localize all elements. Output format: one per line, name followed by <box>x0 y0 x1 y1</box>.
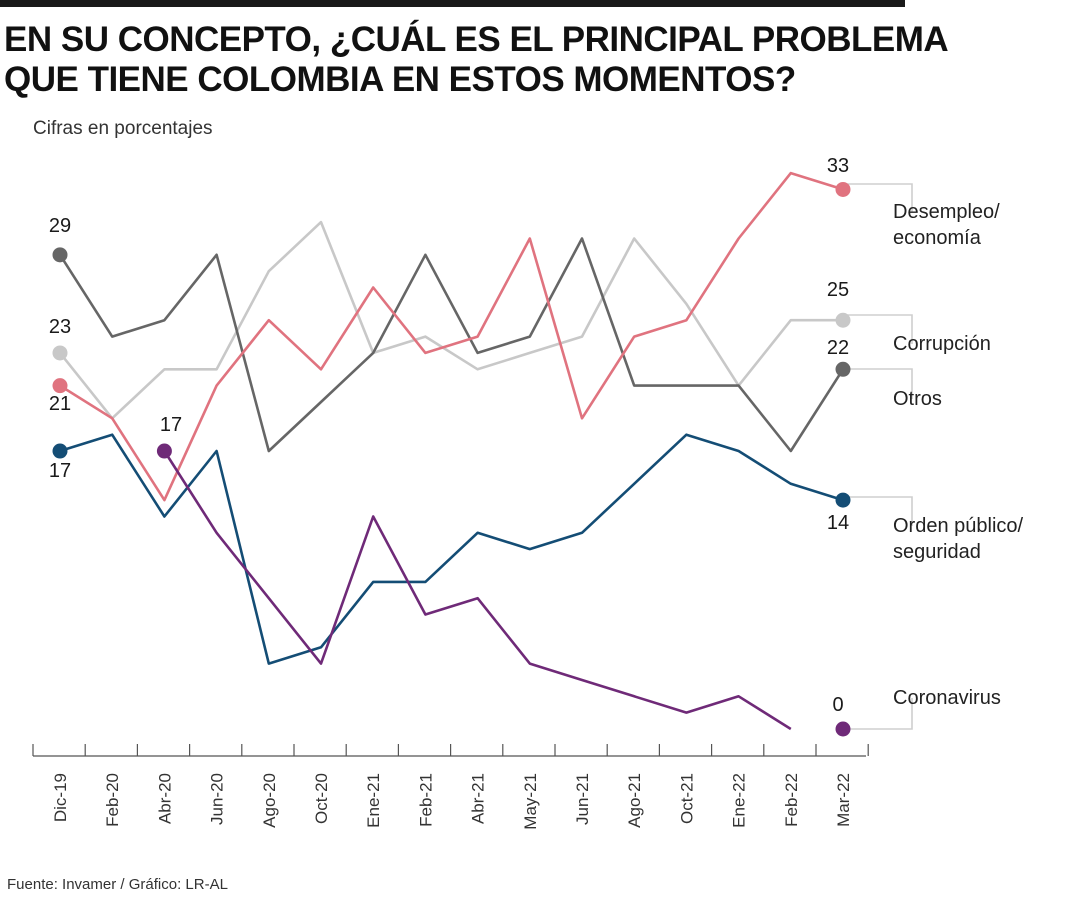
start-point-desempleo <box>52 378 68 394</box>
series-line-desempleo <box>59 171 844 502</box>
legend-connector-orden <box>843 496 913 526</box>
legend-label-orden: seguridad <box>893 541 981 563</box>
series-line-coronavirus <box>163 450 792 731</box>
series-line-otros <box>58 237 845 453</box>
start-value-label-desempleo: 21 <box>49 393 71 415</box>
end-point-otros <box>835 361 851 377</box>
x-tick-label: Abr-21 <box>469 773 488 824</box>
series-line-orden <box>59 433 844 665</box>
start-point-orden <box>52 443 68 459</box>
start-value-label-coronavirus: 17 <box>160 414 182 436</box>
end-value-label-desempleo: 33 <box>827 155 849 177</box>
start-point-corrupcion <box>52 345 68 361</box>
end-point-orden <box>835 492 851 508</box>
x-tick-label: Feb-20 <box>103 773 122 827</box>
series-end-points <box>52 181 851 737</box>
start-value-label-otros: 29 <box>49 215 71 237</box>
x-tick-label: Mar-22 <box>834 773 853 827</box>
series-lines <box>58 171 845 731</box>
legend-label-orden: Orden público/ <box>893 515 1024 537</box>
x-tick-label: May-21 <box>521 773 540 830</box>
legend-label-corrupcion: Corrupción <box>893 333 991 355</box>
legend-label-otros: Otros <box>893 388 942 410</box>
chart-title-line-1: EN SU CONCEPTO, ¿CUÁL ES EL PRINCIPAL PR… <box>4 20 949 59</box>
x-tick-label: Ago-20 <box>260 773 279 828</box>
legend-label-coronavirus: Coronavirus <box>893 687 1001 709</box>
end-point-desempleo <box>835 181 851 197</box>
x-tick-label: Jun-20 <box>208 773 227 825</box>
chart-subtitle: Cifras en porcentajes <box>33 118 213 139</box>
x-tick-label: Ene-21 <box>364 773 383 828</box>
series-legend: Desempleo/economía Corrupción Otros Orden p… <box>893 201 1024 709</box>
legend-connector-coronavirus <box>843 698 913 730</box>
start-point-coronavirus <box>156 443 172 459</box>
x-tick-label: Ago-21 <box>625 773 644 828</box>
end-point-coronavirus <box>835 721 851 737</box>
end-point-corrupcion <box>835 312 851 328</box>
x-tick-label: Oct-21 <box>677 773 696 824</box>
top-rule <box>0 0 905 7</box>
x-tick-label: Feb-22 <box>782 773 801 827</box>
x-axis: Dic-19 Feb-20 Abr-20 Jun-20 Ago-20 Oct-20 Ene-… <box>32 744 869 830</box>
chart-title: EN SU CONCEPTO, ¿CUÁL ES EL PRINCIPAL PR… <box>4 20 1004 100</box>
end-value-label-orden: 14 <box>827 512 849 534</box>
value-labels: 21 33 23 25 29 22 17 14 17 0 <box>49 155 849 716</box>
x-tick-label: Jun-21 <box>573 773 592 825</box>
x-tick-label: Feb-21 <box>416 773 435 827</box>
start-value-label-orden: 17 <box>49 460 71 482</box>
source-note: Fuente: Invamer / Gráfico: LR-AL <box>7 876 228 893</box>
x-tick-label: Oct-20 <box>312 773 331 824</box>
legend-label-desempleo: Desempleo/ <box>893 201 1000 223</box>
series-line-corrupcion <box>58 220 843 420</box>
start-point-otros <box>52 247 68 263</box>
end-value-label-corrupcion: 25 <box>827 279 849 301</box>
x-tick-label: Dic-19 <box>51 773 70 822</box>
legend-connector-corrupcion <box>843 314 913 344</box>
legend-connector-otros <box>843 368 913 399</box>
legend-label-desempleo: economía <box>893 227 982 249</box>
x-tick-label: Ene-22 <box>730 773 749 828</box>
chart-title-line-2: QUE TIENE COLOMBIA EN ESTOS MOMENTOS? <box>4 60 796 99</box>
end-value-label-otros: 22 <box>827 337 849 359</box>
legend-connectors <box>843 183 913 730</box>
legend-connector-desempleo <box>843 183 913 212</box>
x-tick-label: Abr-20 <box>155 773 174 824</box>
start-value-label-corrupcion: 23 <box>49 316 71 338</box>
end-value-label-coronavirus: 0 <box>832 694 843 716</box>
